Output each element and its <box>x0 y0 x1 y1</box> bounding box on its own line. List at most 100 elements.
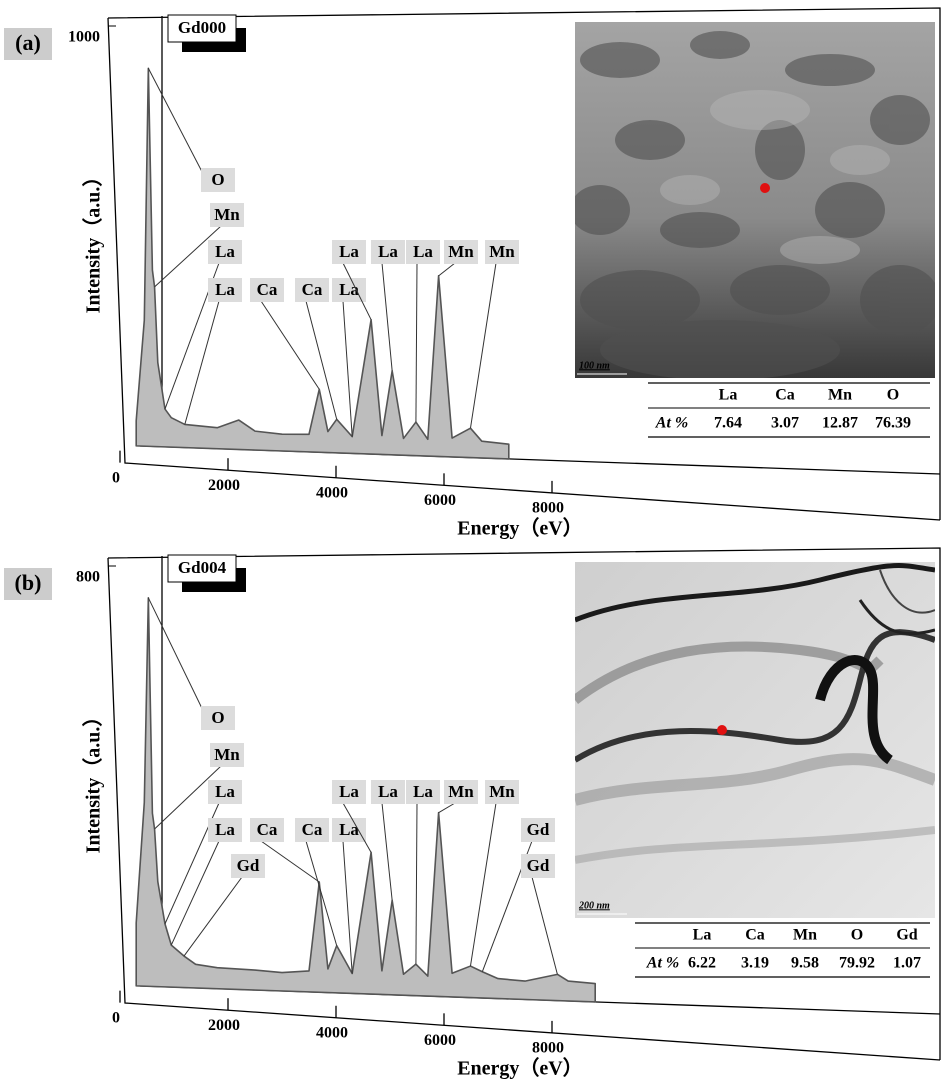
x-tick-label: 4000 <box>316 1024 348 1041</box>
frame <box>107 547 941 1061</box>
sample-label: Gd004 <box>178 558 227 577</box>
peak-label-box <box>210 203 244 227</box>
table-header: La <box>719 387 738 404</box>
x-axis-label: Energy（eV） <box>457 517 583 540</box>
table-cell: 3.07 <box>771 415 799 432</box>
peak-label: O <box>211 708 224 727</box>
x-tick-label: 8000 <box>532 1040 564 1057</box>
leader-line <box>381 262 393 371</box>
table-cell: 76.39 <box>875 415 911 432</box>
leader-line <box>170 840 220 946</box>
leader-line <box>305 300 338 420</box>
peak-label: Ca <box>257 820 278 839</box>
peak-label: La <box>215 242 235 261</box>
x-tick-label: 6000 <box>424 1032 456 1049</box>
peak-label-box <box>332 780 366 804</box>
table-header: Ca <box>775 387 795 404</box>
leader-line <box>154 765 222 830</box>
x-tick-label: 2000 <box>208 477 240 494</box>
peak-label: La <box>339 242 359 261</box>
peak-label: La <box>378 782 398 801</box>
y-axis-label: Intensity（a.u.） <box>82 167 105 314</box>
peak-label: Mn <box>214 205 240 224</box>
peak-label-box <box>250 818 284 842</box>
scale-bar-label: 200 nm <box>578 900 610 911</box>
peak-label: Gd <box>527 856 550 875</box>
x-axis-label: Energy（eV） <box>457 1057 583 1080</box>
peak-label-box <box>332 240 366 264</box>
y-tick-label: 800 <box>76 569 100 586</box>
peak-label-box <box>201 706 235 730</box>
x-tick-label: 2000 <box>208 1017 240 1034</box>
scale-bar-label: 100 nm <box>579 360 610 371</box>
leader-line <box>531 876 558 975</box>
peak-label: Ca <box>257 280 278 299</box>
table-cell: 1.07 <box>893 955 921 972</box>
leader-line <box>342 300 353 437</box>
table-header: Ca <box>745 927 765 944</box>
peak-label: O <box>211 170 224 189</box>
table-cell: 9.58 <box>791 955 819 972</box>
peak-label: Gd <box>237 856 260 875</box>
peak-label-box <box>485 240 519 264</box>
peak-label-box <box>371 780 405 804</box>
leader-line <box>342 802 372 853</box>
peak-label: La <box>339 280 359 299</box>
peak-label: La <box>215 782 235 801</box>
peak-label-box <box>485 780 519 804</box>
peak-label: Mn <box>448 242 474 261</box>
peak-label-box <box>444 240 478 264</box>
peak-label-box <box>406 780 440 804</box>
y-tick-label: 1000 <box>68 29 100 46</box>
peak-label: Mn <box>489 242 515 261</box>
peak-label-box <box>371 240 405 264</box>
tem-image <box>575 562 935 918</box>
y-axis-label: Intensity（a.u.） <box>82 707 105 854</box>
x-tick-label: 4000 <box>316 484 348 501</box>
peak-label: La <box>339 820 359 839</box>
peak-label-box <box>210 743 244 767</box>
peak-label: La <box>378 242 398 261</box>
table-row-label: At % <box>655 415 688 432</box>
peak-label: La <box>215 820 235 839</box>
leader-line <box>184 300 220 425</box>
panel-label-box <box>4 568 52 600</box>
leader-line <box>469 262 497 429</box>
x-tick-label: 8000 <box>532 500 564 517</box>
leader-line <box>154 225 222 288</box>
peak-label: La <box>413 782 433 801</box>
peak-label-box <box>208 818 242 842</box>
peak-label-box <box>208 278 242 302</box>
table-header: La <box>693 927 712 944</box>
peak-label-box <box>332 818 366 842</box>
peak-label-box <box>406 240 440 264</box>
peak-label: Ca <box>302 280 323 299</box>
spectrum <box>135 67 510 460</box>
peak-label: Ca <box>302 820 323 839</box>
leader-line <box>342 262 372 320</box>
peak-label: Gd <box>527 820 550 839</box>
peak-label-box <box>250 278 284 302</box>
leader-line <box>438 262 456 277</box>
tem-image <box>575 22 935 378</box>
leader-line <box>260 300 320 390</box>
peak-label-box <box>201 168 235 192</box>
leader-line <box>415 802 418 965</box>
peak-label-box <box>208 780 242 804</box>
peak-label: La <box>339 782 359 801</box>
leader-line <box>183 876 243 957</box>
x-tick-label: 0 <box>112 469 120 486</box>
sample-box <box>167 554 237 583</box>
sample-label: Gd000 <box>178 18 226 37</box>
peak-label: La <box>215 280 235 299</box>
table-cell: 6.22 <box>688 955 716 972</box>
table-cell: 7.64 <box>714 415 742 432</box>
peak-label-box <box>231 854 265 878</box>
peak-label-box <box>521 818 555 842</box>
panel-label: (b) <box>15 570 42 595</box>
x-tick-label: 0 <box>112 1009 120 1026</box>
table-row-label: At % <box>646 955 679 972</box>
leader-line <box>438 802 456 814</box>
leader-line <box>469 802 497 967</box>
peak-label-box <box>521 854 555 878</box>
